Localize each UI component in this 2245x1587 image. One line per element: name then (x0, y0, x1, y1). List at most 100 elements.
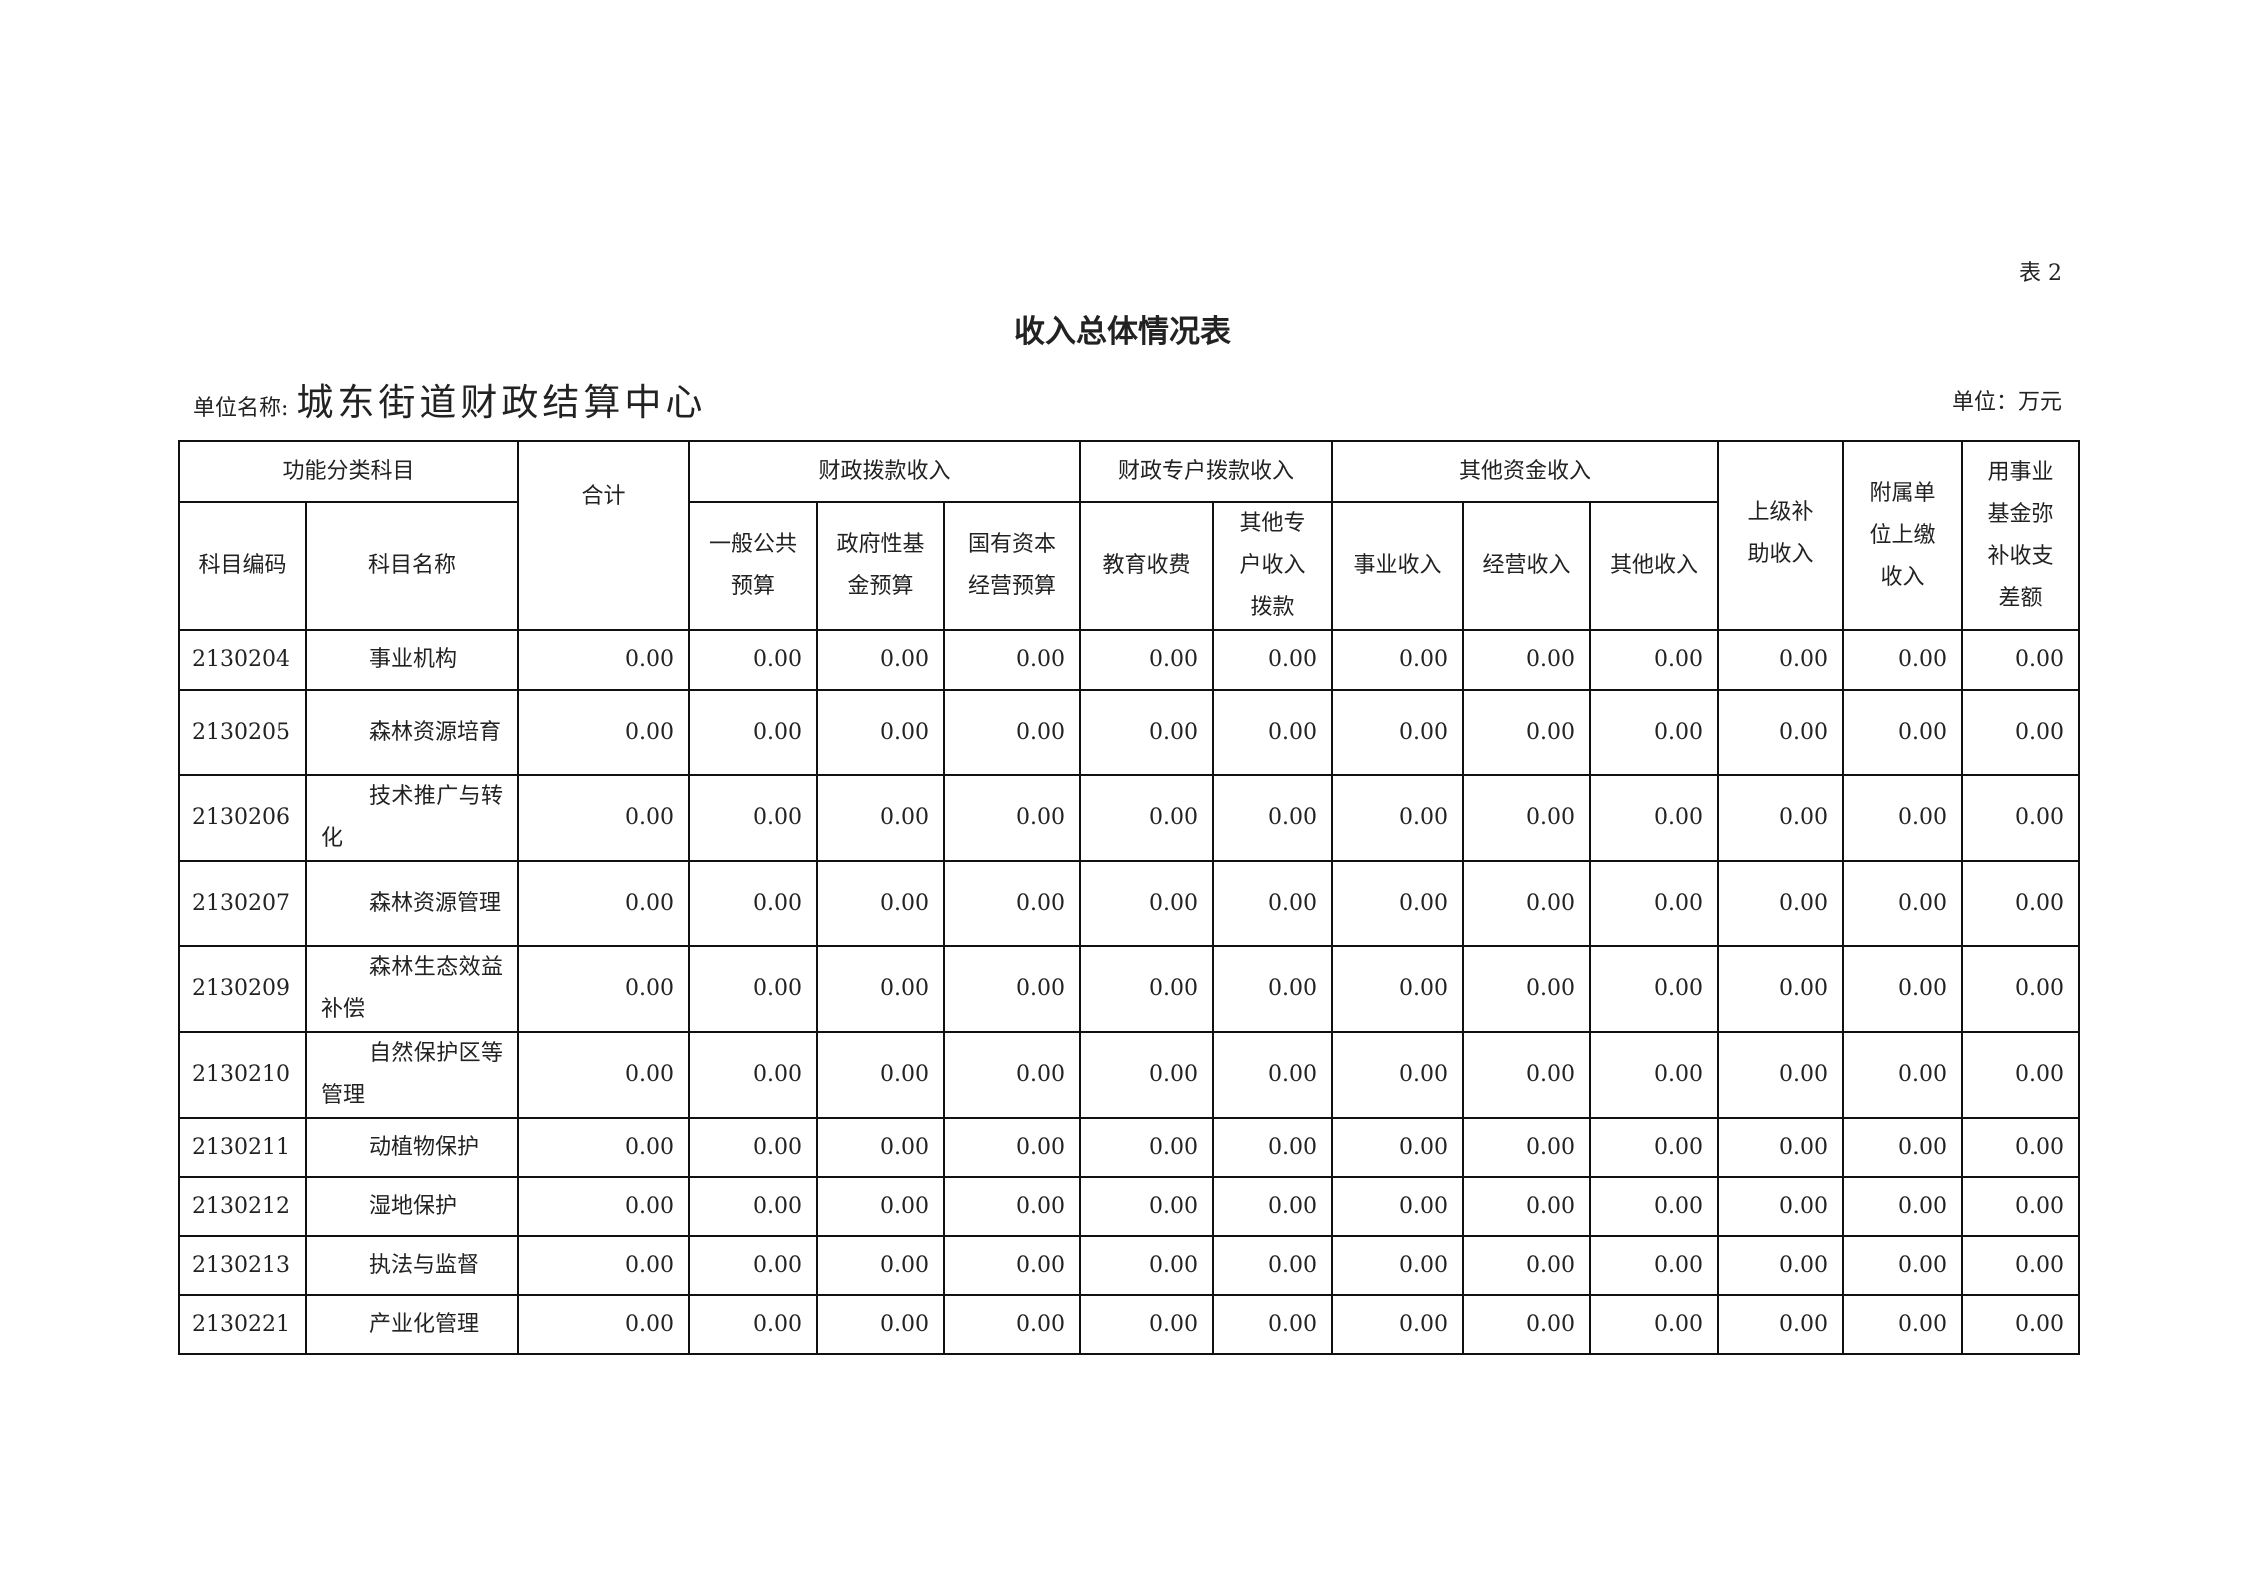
row-value: 0.00 (816, 1117, 945, 1178)
table-number: 表 2 (2019, 261, 2062, 286)
row-name: 执法与监督 (305, 1235, 519, 1296)
row-value: 0.00 (1961, 1294, 2080, 1355)
table-row: 2130212 湿地保护 0.00 0.00 0.00 0.00 0.00 0.00 0.00 0… (178, 1176, 2080, 1237)
income-table: 功能分类科目 合计 财政拨款收入 财政专户拨款收入 其他资金收入 上级补助收入 … (178, 440, 2080, 1355)
row-value: 0.00 (517, 1031, 690, 1119)
header-superior: 上级补助收入 (1717, 440, 1844, 631)
row-value: 0.00 (1212, 774, 1333, 862)
page-title: 收入总体情况表 (1014, 314, 1231, 350)
row-value: 0.00 (1331, 1235, 1464, 1296)
row-code: 2130221 (178, 1294, 307, 1355)
row-value: 0.00 (1462, 689, 1591, 776)
row-value: 0.00 (1462, 1031, 1591, 1119)
row-value: 0.00 (1212, 1117, 1333, 1178)
row-value: 0.00 (1079, 945, 1214, 1033)
row-value: 0.00 (816, 1235, 945, 1296)
row-value: 0.00 (1589, 1294, 1719, 1355)
row-value: 0.00 (1589, 1176, 1719, 1237)
row-name: 湿地保护 (305, 1176, 519, 1237)
row-value: 0.00 (1842, 1117, 1963, 1178)
row-value: 0.00 (1079, 1235, 1214, 1296)
header-fund-balance: 用事业基金弥补收支差额 (1961, 440, 2080, 631)
row-value: 0.00 (943, 774, 1081, 862)
table-row: 2130221 产业化管理 0.00 0.00 0.00 0.00 0.00 0.00 0.00… (178, 1294, 2080, 1355)
row-code: 2130213 (178, 1235, 307, 1296)
header-func-cat: 功能分类科目 (178, 440, 519, 503)
row-value: 0.00 (517, 1176, 690, 1237)
row-value: 0.00 (1717, 629, 1844, 691)
row-value: 0.00 (1717, 689, 1844, 776)
row-value: 0.00 (1079, 1294, 1214, 1355)
currency-unit: 单位：万元 (1951, 390, 2062, 415)
row-value: 0.00 (816, 1294, 945, 1355)
header-other-other: 其他收入 (1589, 501, 1719, 631)
row-value: 0.00 (1079, 689, 1214, 776)
header-special: 财政专户拨款收入 (1079, 440, 1333, 503)
row-value: 0.00 (1842, 860, 1963, 947)
row-value: 0.00 (1717, 1117, 1844, 1178)
row-value: 0.00 (1842, 1031, 1963, 1119)
row-value: 0.00 (943, 1235, 1081, 1296)
row-value: 0.00 (1331, 1176, 1464, 1237)
row-value: 0.00 (688, 774, 818, 862)
row-value: 0.00 (517, 1235, 690, 1296)
unit-name-label: 单位名称: (193, 396, 289, 421)
row-value: 0.00 (688, 945, 818, 1033)
row-value: 0.00 (1589, 689, 1719, 776)
row-value: 0.00 (1079, 1031, 1214, 1119)
row-value: 0.00 (943, 1294, 1081, 1355)
table-row: 2130213 执法与监督 0.00 0.00 0.00 0.00 0.00 0.00 0.00… (178, 1235, 2080, 1296)
row-code: 2130209 (178, 945, 307, 1033)
row-value: 0.00 (1589, 1031, 1719, 1119)
row-value: 0.00 (688, 1176, 818, 1237)
row-value: 0.00 (1961, 629, 2080, 691)
row-value: 0.00 (1842, 1235, 1963, 1296)
row-value: 0.00 (1961, 689, 2080, 776)
row-value: 0.00 (1961, 1176, 2080, 1237)
row-value: 0.00 (517, 689, 690, 776)
row-code: 2130205 (178, 689, 307, 776)
row-value: 0.00 (1331, 945, 1464, 1033)
row-value: 0.00 (1331, 774, 1464, 862)
table-row: 2130209 森林生态效益补偿 0.00 0.00 0.00 0.00 0.00 0.00 0… (178, 945, 2080, 1033)
row-value: 0.00 (1589, 774, 1719, 862)
row-value: 0.00 (1717, 774, 1844, 862)
row-value: 0.00 (1331, 629, 1464, 691)
row-value: 0.00 (1589, 1117, 1719, 1178)
row-value: 0.00 (1462, 629, 1591, 691)
row-value: 0.00 (1842, 774, 1963, 862)
row-value: 0.00 (688, 1117, 818, 1178)
row-value: 0.00 (943, 629, 1081, 691)
row-value: 0.00 (1717, 1031, 1844, 1119)
row-value: 0.00 (1961, 1117, 2080, 1178)
row-value: 0.00 (1717, 860, 1844, 947)
row-value: 0.00 (1462, 860, 1591, 947)
row-value: 0.00 (816, 689, 945, 776)
row-value: 0.00 (943, 945, 1081, 1033)
row-value: 0.00 (1842, 689, 1963, 776)
header-other-business: 事业收入 (1331, 501, 1464, 631)
table-row: 2130204 事业机构 0.00 0.00 0.00 0.00 0.00 0.00 0.00 0… (178, 629, 2080, 691)
row-value: 0.00 (1331, 1117, 1464, 1178)
row-value: 0.00 (1462, 1235, 1591, 1296)
table-row: 2130207 森林资源管理 0.00 0.00 0.00 0.00 0.00 0.00 0.0… (178, 860, 2080, 947)
row-value: 0.00 (1462, 1117, 1591, 1178)
row-value: 0.00 (1212, 1176, 1333, 1237)
row-value: 0.00 (943, 689, 1081, 776)
row-value: 0.00 (1212, 1031, 1333, 1119)
header-name: 科目名称 (305, 501, 519, 631)
row-value: 0.00 (688, 860, 818, 947)
row-value: 0.00 (1589, 945, 1719, 1033)
header-total: 合计 (517, 440, 690, 631)
row-name: 森林资源培育 (305, 689, 519, 776)
row-value: 0.00 (1717, 1176, 1844, 1237)
row-value: 0.00 (1717, 1235, 1844, 1296)
header-fiscal-general: 一般公共预算 (688, 501, 818, 631)
row-value: 0.00 (1717, 1294, 1844, 1355)
table-row: 2130206 技术推广与转化 0.00 0.00 0.00 0.00 0.00 0.00 0.… (178, 774, 2080, 862)
table-row: 2130211 动植物保护 0.00 0.00 0.00 0.00 0.00 0.00 0.00… (178, 1117, 2080, 1178)
row-value: 0.00 (1842, 945, 1963, 1033)
header-fiscal: 财政拨款收入 (688, 440, 1081, 503)
unit-name-line: 单位名称: 城东街道财政结算中心 (193, 372, 706, 426)
row-value: 0.00 (816, 1031, 945, 1119)
